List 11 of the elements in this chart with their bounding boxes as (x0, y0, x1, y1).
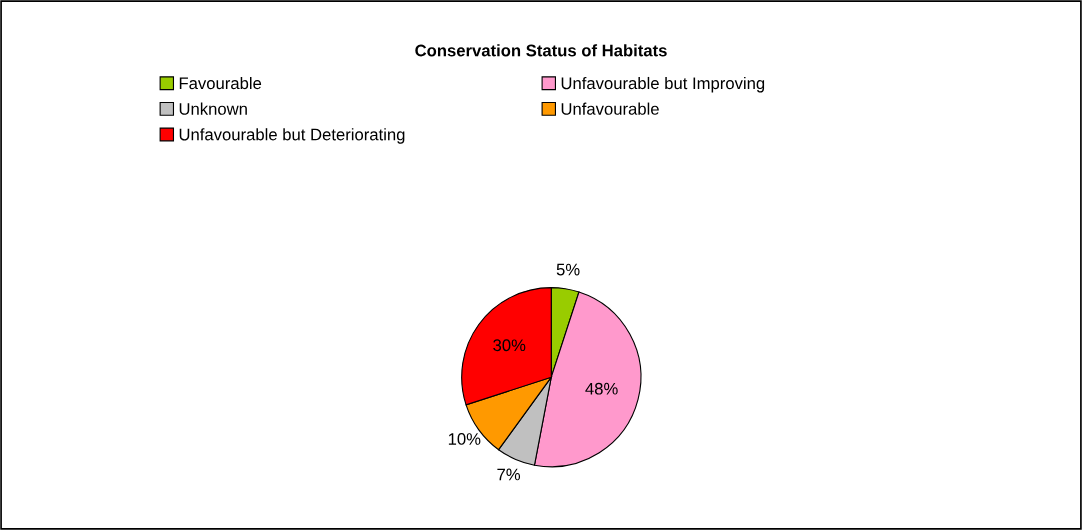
chart-title: Conservation Status of Habitats (415, 44, 667, 57)
data-label: 5% (556, 263, 580, 276)
data-label: 10% (448, 433, 481, 445)
legend-label: Unknown (179, 102, 247, 115)
legend-label: Unfavourable but Deteriorating (179, 128, 405, 144)
legend-label: Favourable (179, 76, 262, 90)
legend-label: Unfavourable but Improving (561, 76, 765, 93)
data-label: 7% (497, 468, 521, 481)
data-label: 30% (493, 339, 526, 352)
data-label: 48% (585, 382, 618, 395)
legend-label: Unfavourable (561, 102, 659, 115)
